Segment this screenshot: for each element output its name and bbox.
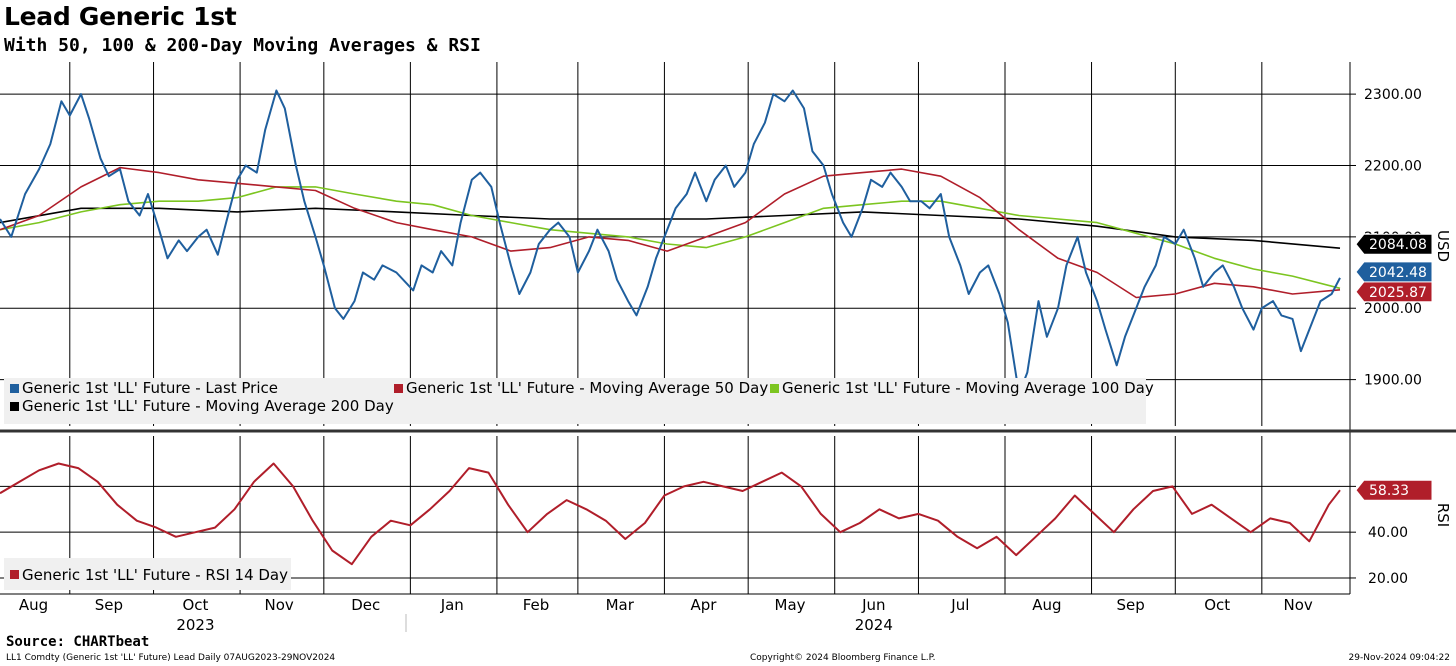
ytick-label-price: 2200.00 [1364,158,1422,174]
x-month-label: Dec [351,596,380,614]
chart-subtitle: With 50, 100 & 200-Day Moving Averages &… [4,35,481,56]
x-month-label: Jul [950,596,969,614]
ytick-label-price: 2300.00 [1364,87,1422,103]
x-month-label: Oct [1204,596,1230,614]
legend-box-price [4,378,1146,424]
legend-box-rsi [4,558,291,590]
ytick-label-rsi: 40.00 [1368,525,1408,541]
legend-swatch [394,384,403,393]
last-value-tag-rsi: 58.33 [1355,479,1433,501]
x-month-label: Aug [1032,596,1061,614]
chart-title: Lead Generic 1st [4,2,237,31]
x-month-label: May [775,596,806,614]
legend-label: Generic 1st 'LL' Future - RSI 14 Day [22,566,288,584]
legend-swatch [770,384,779,393]
x-month-label: Nov [1283,596,1312,614]
legend-swatch [10,570,19,579]
footer-ticker-info: LL1 Comdty (Generic 1st 'LL' Future) Lea… [6,653,336,663]
series-line-generic-1st-ll-future-last-price [0,89,1341,395]
legend-swatch [10,384,19,393]
last-value-tag-ma200: 2084.08 [1355,233,1433,255]
last-value-tag-ma50: 2025.87 [1355,281,1433,303]
last-value-tag-price-text: 2042.48 [1369,265,1427,281]
ytick-label-rsi: 20.00 [1368,571,1408,587]
last-value-tag-price: 2042.48 [1355,261,1433,283]
x-year-label: 2023 [176,616,214,634]
last-value-tag-ma200-bg [1355,233,1433,255]
y-axis-title-rsi: RSI [1434,503,1452,527]
x-month-label: Feb [523,596,550,614]
last-value-tag-rsi-bg [1355,479,1433,501]
last-value-tag-ma50-text: 2025.87 [1369,285,1427,301]
footer-timestamp: 29-Nov-2024 09:04:22 [1348,653,1450,663]
legend-layer: Generic 1st 'LL' Future - Last Price Gene… [4,378,1154,590]
x-month-label: Mar [606,596,635,614]
series-line-generic-1st-ll-future-rsi-14-day [0,462,1341,566]
x-year-label: 2024 [855,616,893,634]
legend-label: Generic 1st 'LL' Future - Moving Average… [406,379,768,397]
x-month-label: Sep [95,596,123,614]
last-value-tag-rsi-text: 58.33 [1369,483,1409,499]
footer-copyright: Copyright© 2024 Bloomberg Finance L.P. [750,653,936,663]
ytick-label-price: 1900.00 [1364,373,1422,389]
series-layer [0,89,1341,566]
axis-layer: 1900.002000.002100.002200.002300.0020.00… [0,62,1456,634]
legend-swatch [10,402,19,411]
ytick-label-price: 2000.00 [1364,301,1422,317]
grid-layer [0,62,1350,594]
series-line-generic-1st-ll-future-moving-average-200-day [0,207,1341,249]
tag-layer: 2025.87 2042.48 2084.08 58.33 [1355,233,1433,501]
last-value-tag-ma50-bg [1355,281,1433,303]
last-value-tag-price-bg [1355,261,1433,283]
x-month-label: Sep [1116,596,1144,614]
last-value-tag-ma200-text: 2084.08 [1369,237,1427,253]
x-month-label: Oct [182,596,208,614]
x-month-label: Jan [440,596,464,614]
legend-label: Generic 1st 'LL' Future - Moving Average… [22,397,394,415]
x-month-label: Jun [861,596,885,614]
series-line-generic-1st-ll-future-moving-average-100-day [0,186,1341,290]
x-month-label: Nov [265,596,294,614]
legend-label: Generic 1st 'LL' Future - Moving Average… [782,379,1154,397]
x-month-label: Aug [19,596,48,614]
legend-label: Generic 1st 'LL' Future - Last Price [22,379,278,397]
series-line-generic-1st-ll-future-moving-average-50-day [0,166,1341,299]
y-axis-title-price: USD [1434,230,1452,262]
x-month-label: Apr [691,596,718,614]
source-note: Source: CHARTbeat [6,634,150,650]
